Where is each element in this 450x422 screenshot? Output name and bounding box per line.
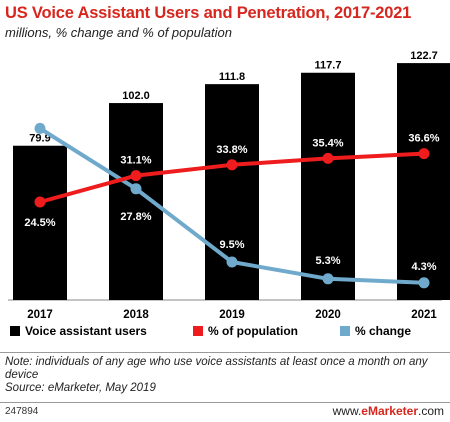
divider-bottom — [0, 402, 450, 403]
bar-label-2019: 111.8 — [219, 71, 245, 83]
legend-swatch-population — [193, 326, 203, 336]
brand-prefix: www. — [332, 404, 362, 418]
legend-label-users: Voice assistant users — [25, 324, 147, 338]
x-tick-2018: 2018 — [123, 309, 149, 321]
change-label-2020: 5.3% — [315, 255, 340, 267]
population-label-2021: 36.6% — [408, 133, 439, 145]
brand-logo: www.eMarketer.com — [333, 404, 444, 418]
legend-swatch-change — [340, 326, 350, 336]
x-tick-2020: 2020 — [315, 309, 341, 321]
bar-users-2017 — [13, 145, 67, 300]
legend-label-change: % change — [355, 324, 411, 338]
x-tick-2019: 2019 — [219, 309, 245, 321]
bar-users-2021 — [397, 63, 450, 300]
bar-label-2017: 79.9 — [29, 133, 50, 145]
change-point-2021 — [418, 277, 430, 289]
source-text: Source: eMarketer, May 2019 — [5, 382, 156, 394]
brand-suffix: .com — [417, 404, 444, 418]
change-label-2019: 9.5% — [219, 239, 244, 251]
x-tick-2021: 2021 — [411, 309, 437, 321]
brand-name: eMarketer — [361, 404, 418, 418]
chart-subtitle: millions, % change and % of population — [5, 25, 232, 40]
chart: 79.9 102.0 111.8 117.7 122.7 2017 2018 2019 2020… — [8, 50, 450, 338]
population-label-2020: 35.4% — [312, 137, 343, 149]
change-point-2019 — [226, 256, 238, 268]
change-point-2017 — [34, 122, 46, 134]
change-point-2018 — [130, 183, 142, 195]
population-point-2021 — [418, 148, 430, 160]
x-tick-2017: 2017 — [27, 309, 53, 321]
population-label-2017: 24.5% — [24, 217, 55, 229]
chart-id: 247894 — [5, 406, 39, 417]
chart-note: Note: individuals of any age who use voi… — [5, 356, 445, 395]
change-point-2020 — [322, 273, 334, 285]
divider — [0, 352, 450, 353]
population-point-2020 — [322, 152, 334, 164]
population-point-2018 — [130, 170, 142, 182]
change-label-2017: 42.9% — [24, 108, 55, 120]
population-label-2018: 31.1% — [120, 155, 151, 167]
population-point-2017 — [34, 196, 46, 208]
bar-users-2019 — [205, 84, 259, 300]
legend-swatch-users — [10, 326, 20, 336]
chart-title: US Voice Assistant Users and Penetration… — [5, 4, 412, 22]
bar-label-2018: 102.0 — [122, 90, 150, 102]
bar-users-2020 — [301, 72, 355, 300]
note-text: Note: individuals of any age who use voi… — [5, 356, 428, 381]
bar-label-2021: 122.7 — [410, 50, 438, 62]
population-label-2019: 33.8% — [216, 144, 247, 156]
legend-label-population: % of population — [208, 324, 298, 338]
population-point-2019 — [226, 159, 238, 171]
change-label-2021: 4.3% — [411, 261, 436, 273]
change-label-2018: 27.8% — [120, 211, 151, 223]
bar-label-2020: 117.7 — [315, 60, 342, 72]
